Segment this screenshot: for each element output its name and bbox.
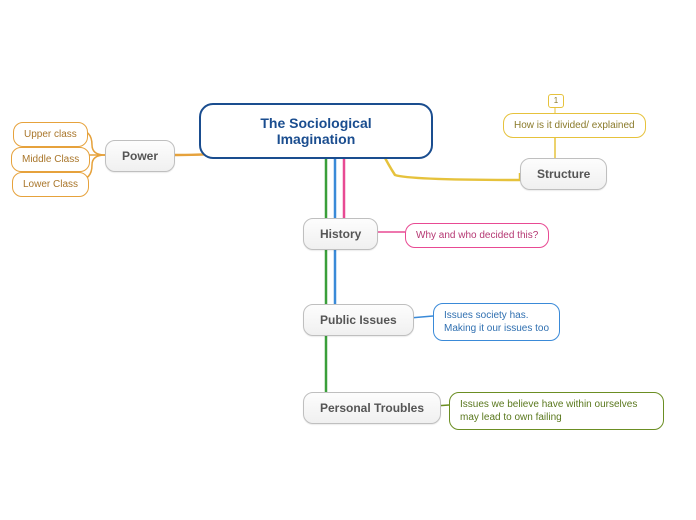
branch-public-issues-label: Public Issues bbox=[320, 313, 397, 327]
leaf-middle-class-label: Middle Class bbox=[22, 154, 79, 165]
branch-history[interactable]: History bbox=[303, 218, 378, 250]
leaf-public-note-label: Issues society has. Making it our issues… bbox=[444, 310, 549, 334]
leaf-history-note-label: Why and who decided this? bbox=[416, 230, 538, 241]
branch-history-label: History bbox=[320, 227, 361, 241]
branch-structure[interactable]: Structure bbox=[520, 158, 607, 190]
leaf-structure-note-label: How is it divided/ explained bbox=[514, 120, 635, 131]
leaf-upper-class-label: Upper class bbox=[24, 129, 77, 140]
branch-personal-troubles[interactable]: Personal Troubles bbox=[303, 392, 441, 424]
leaf-public-note[interactable]: Issues society has. Making it our issues… bbox=[433, 303, 560, 341]
badge-structure-label: 1 bbox=[554, 96, 558, 105]
root-node[interactable]: The Sociological Imagination bbox=[199, 103, 433, 159]
branch-public-issues[interactable]: Public Issues bbox=[303, 304, 414, 336]
leaf-history-note[interactable]: Why and who decided this? bbox=[405, 223, 549, 248]
leaf-structure-note[interactable]: How is it divided/ explained bbox=[503, 113, 646, 138]
leaf-personal-note[interactable]: Issues we believe have within ourselves … bbox=[449, 392, 664, 430]
badge-structure: 1 bbox=[548, 94, 564, 108]
branch-structure-label: Structure bbox=[537, 167, 590, 181]
leaf-lower-class-label: Lower Class bbox=[23, 179, 78, 190]
branch-power-label: Power bbox=[122, 149, 158, 163]
leaf-upper-class[interactable]: Upper class bbox=[13, 122, 88, 147]
leaf-middle-class[interactable]: Middle Class bbox=[11, 147, 90, 172]
root-label: The Sociological Imagination bbox=[260, 115, 371, 147]
connector-layer bbox=[0, 0, 696, 520]
branch-personal-troubles-label: Personal Troubles bbox=[320, 401, 424, 415]
leaf-lower-class[interactable]: Lower Class bbox=[12, 172, 89, 197]
branch-power[interactable]: Power bbox=[105, 140, 175, 172]
leaf-personal-note-label: Issues we believe have within ourselves … bbox=[460, 399, 637, 423]
